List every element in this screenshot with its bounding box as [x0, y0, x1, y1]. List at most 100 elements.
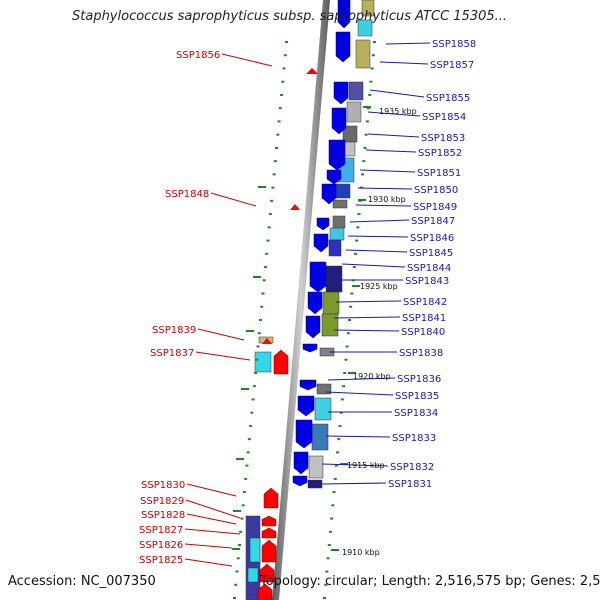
left-gene-label: SSP1839: [152, 325, 196, 336]
left-track-tick: [261, 292, 265, 295]
gene-feature-box: [355, 39, 371, 69]
reverse-gene-arrow: [292, 475, 308, 487]
right-track-tick: [340, 398, 344, 401]
left-track-tick: [249, 424, 253, 427]
reverse-gene-arrow: [331, 107, 347, 135]
right-label-connector: [347, 235, 409, 238]
right-label-connector: [321, 482, 387, 485]
gene-feature-box: [357, 19, 373, 37]
left-gene-label: SSP1828: [141, 510, 185, 521]
right-label-connector: [333, 329, 400, 332]
gene-feature-box: [348, 81, 364, 101]
left-gene-label: SSP1827: [139, 525, 183, 536]
gene-feature-box: [322, 291, 340, 315]
right-track-tick: [327, 544, 331, 547]
right-track-tick: [328, 530, 332, 533]
right-track-tick: [326, 557, 330, 560]
gene-feature-box: [308, 455, 324, 479]
right-gene-label: SSP1835: [395, 391, 439, 402]
forward-gene-arrow: [261, 515, 277, 527]
gene-feature-box: [328, 239, 342, 257]
left-track-tick: [257, 332, 261, 335]
left-label-connector: [221, 53, 273, 67]
right-gene-label: SSP1846: [410, 233, 454, 244]
right-label-connector: [359, 169, 416, 173]
gene-feature-box: [332, 215, 346, 229]
right-track-tick: [332, 491, 336, 494]
right-track-tick: [363, 146, 367, 149]
right-label-connector: [345, 249, 408, 253]
reverse-gene-arrow: [295, 419, 313, 449]
right-track-tick: [346, 332, 350, 335]
reverse-gene-arrow: [293, 451, 309, 475]
left-track-tick: [250, 411, 254, 414]
right-track-tick: [343, 371, 347, 374]
left-major-tick: [232, 548, 240, 550]
reverse-gene-arrow: [326, 169, 342, 185]
right-track-tick: [369, 80, 373, 83]
right-track-tick: [370, 67, 374, 70]
left-gene-label: SSP1830: [141, 480, 185, 491]
right-track-tick: [364, 133, 368, 136]
right-track-tick: [367, 107, 371, 110]
left-track-tick: [276, 133, 280, 136]
right-label-connector: [367, 111, 421, 117]
left-track-tick: [255, 358, 259, 361]
left-track-tick: [283, 54, 287, 57]
right-label-connector: [385, 42, 431, 45]
right-track-tick: [357, 213, 361, 216]
left-label-connector: [184, 543, 233, 549]
reverse-gene-arrow: [302, 343, 318, 353]
right-track-tick: [355, 239, 359, 242]
genome-title: Staphylococcus saprophyticus subsp. sapr…: [72, 9, 508, 24]
left-label-connector: [197, 328, 245, 341]
right-gene-label: SSP1847: [411, 216, 455, 227]
right-major-tick: [363, 106, 371, 108]
left-label-connector: [184, 528, 241, 535]
left-track-tick: [240, 517, 244, 520]
right-label-connector: [325, 391, 394, 396]
reverse-gene-arrow: [328, 139, 346, 171]
right-track-tick: [361, 173, 365, 176]
forward-gene-arrow: [257, 583, 273, 600]
right-major-tick: [352, 285, 360, 287]
right-track-tick: [333, 477, 337, 480]
right-label-connector: [349, 219, 410, 223]
right-label-connector: [379, 61, 429, 65]
gene-feature-box: [325, 265, 343, 293]
left-track-tick: [245, 464, 249, 467]
left-major-tick: [258, 186, 266, 188]
right-track-tick: [349, 305, 353, 308]
right-track-tick: [348, 319, 351, 321]
right-track-tick: [323, 597, 326, 599]
right-track-tick: [365, 120, 369, 123]
reverse-gene-arrow: [305, 315, 321, 339]
reverse-gene-arrow: [335, 31, 351, 63]
left-label-connector: [186, 513, 237, 525]
right-gene-label: SSP1834: [394, 408, 438, 419]
left-gene-label: SSP1825: [139, 555, 183, 566]
left-label-connector: [184, 558, 233, 567]
left-track-tick: [270, 199, 274, 202]
kbp-scale-label: 1925 kbp: [360, 282, 398, 291]
left-label-connector: [210, 192, 257, 207]
reverse-gene-arrow: [313, 233, 329, 253]
kbp-scale-label: 1910 kbp: [342, 548, 380, 557]
right-track-tick: [336, 451, 340, 454]
kbp-scale-label: 1930 kbp: [368, 195, 406, 204]
right-label-connector: [367, 133, 420, 138]
forward-gene-arrow: [290, 204, 300, 210]
gene-feature-box: [335, 183, 351, 199]
right-track-tick: [331, 504, 335, 507]
accession-label: Accession: NC_007350: [8, 574, 156, 589]
right-track-tick: [338, 424, 342, 427]
right-track-tick: [352, 266, 356, 269]
right-label-connector: [333, 316, 401, 319]
right-track-tick: [371, 54, 375, 57]
left-gene-label: SSP1829: [140, 496, 184, 507]
right-gene-label: SSP1854: [422, 112, 466, 123]
left-track-tick: [234, 583, 238, 586]
right-label-connector: [357, 187, 413, 190]
right-label-connector: [335, 300, 402, 303]
